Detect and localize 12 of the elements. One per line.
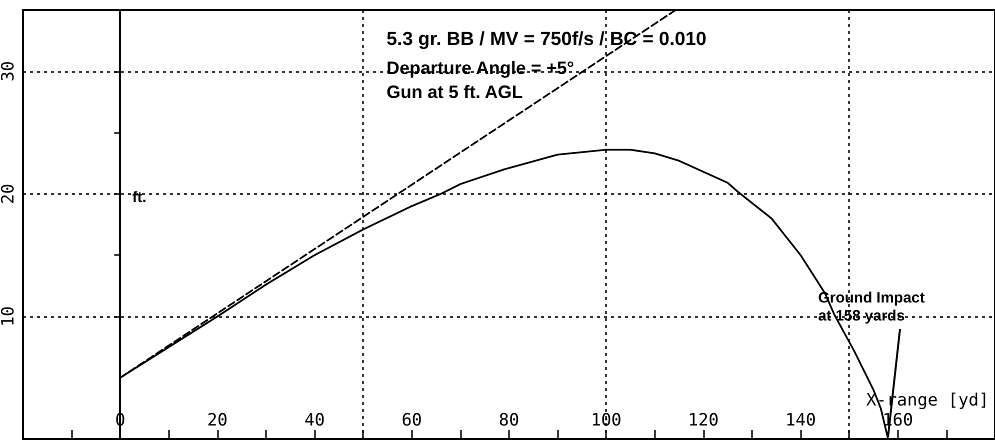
y-tick-label: 30 bbox=[0, 61, 18, 82]
x-tick-label: 20 bbox=[207, 410, 228, 430]
y-axis-title: ft. bbox=[132, 188, 146, 206]
x-tick-label: 80 bbox=[498, 410, 520, 430]
x-tick-label: 100 bbox=[590, 410, 622, 430]
x-tick-label: 140 bbox=[785, 410, 816, 430]
x-tick-label: 60 bbox=[402, 410, 422, 430]
y-tick-label: 10 bbox=[0, 306, 18, 327]
text: Departure Angle = +5° Gun at 5 ft. AGL bbox=[386, 58, 574, 102]
y-tick-label: 20 bbox=[0, 184, 18, 204]
x-tick-label: 120 bbox=[688, 410, 719, 430]
x-tick-label: 40 bbox=[304, 410, 325, 430]
